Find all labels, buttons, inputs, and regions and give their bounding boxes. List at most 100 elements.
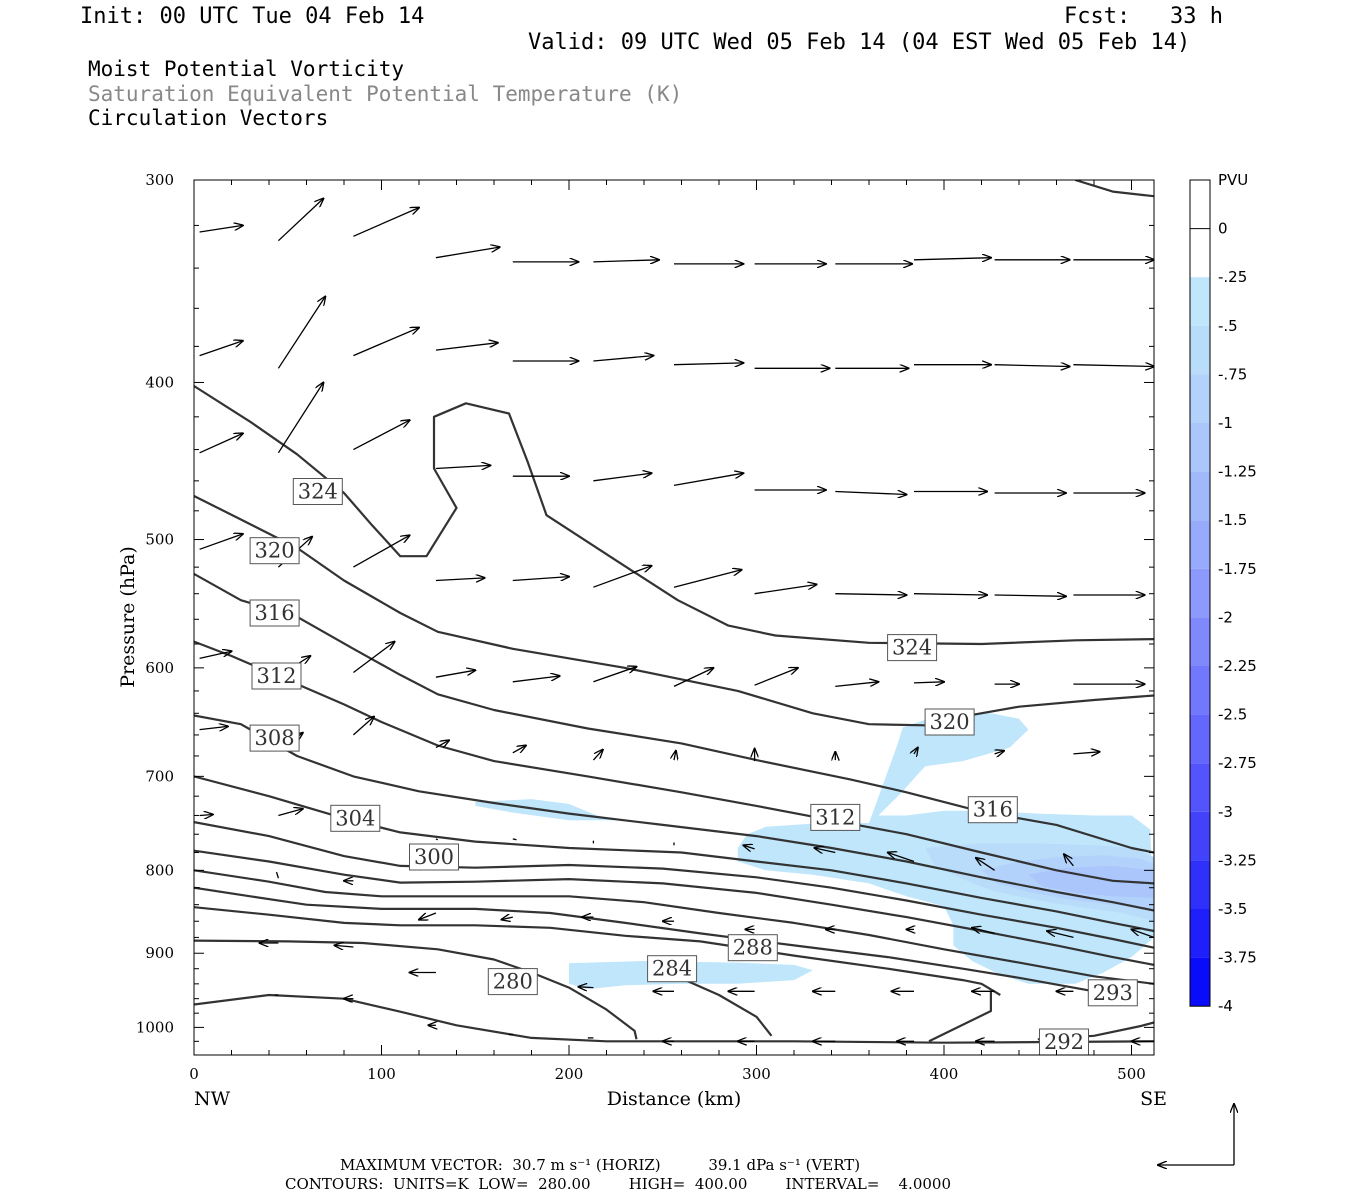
contour-label-1: 320 [249,537,300,565]
y-tick-label-300: 300 [145,171,174,189]
y-tick-label-600: 600 [145,659,174,677]
title-mpv: Moist Potential Vorticity [88,57,405,81]
vector-24 [199,433,243,454]
vector-23 [1073,365,1154,367]
vector-14 [353,328,419,357]
colorbar-swatch-3 [1190,325,1210,375]
colorbar-label-9: -2.25 [1218,657,1257,675]
colorbar-label-4: -1 [1218,414,1233,432]
vector-17 [593,356,653,362]
vector-39 [435,578,485,581]
colorbar-swatch-0 [1190,180,1210,229]
left-endpoint-label: NW [194,1088,231,1110]
vector-26 [353,420,409,451]
vector-48 [199,651,232,660]
vector-2 [353,208,419,237]
contour-280-14 [194,993,1154,1044]
contour-292-10 [194,886,1095,993]
vector-85 [275,871,280,879]
vector-9 [913,258,991,260]
colorbar-swatch-10 [1190,666,1210,715]
forecast-hour: Fcst: 33 h [1064,4,1223,29]
colorbar-label-15: -3.75 [1218,949,1257,967]
colorbar-label-11: -2.75 [1218,754,1257,772]
x-tick-label-400: 400 [930,1065,959,1083]
contour-292-15 [928,991,993,1043]
vector-94 [972,928,995,935]
contour-label-5: 304 [330,804,381,832]
vector-53 [593,667,636,683]
colorbar-swatch-2 [1190,277,1210,326]
y-tick-label-900: 900 [145,944,174,962]
contour-294-9 [194,869,1154,985]
contour-label-text-12: 320 [930,710,970,734]
vector-79 [743,845,755,849]
title-circulation: Circulation Vectors [88,106,329,130]
vector-5 [593,260,659,262]
vector-1 [277,199,323,242]
contour-label-text-5: 304 [335,806,375,830]
vector-72 [199,815,213,816]
contour-label-text-11: 316 [973,798,1013,822]
contour-label-box-2 [249,599,300,627]
vector-22 [994,365,1070,367]
colorbar-swatch-14 [1190,860,1210,909]
contour-label-text-2: 316 [255,601,295,625]
y-tick-label-400: 400 [145,373,174,391]
vector-82 [976,858,995,871]
vector-81 [888,853,915,863]
vector-46 [994,595,1066,596]
vector-27 [435,465,490,468]
contour-label-text-9: 288 [733,936,773,960]
x-axis-title: Distance (km) [607,1088,742,1110]
contour-label-box-15 [1039,1028,1089,1056]
contour-320-2 [194,495,1154,727]
colorbar-label-6: -1.5 [1218,511,1247,529]
vector-87 [419,912,437,920]
valid-time: Valid: 09 UTC Wed 05 Feb 14 (04 EST Wed … [528,30,1191,55]
vector-51 [435,670,475,678]
contour-label-3: 312 [251,662,302,690]
footer-max-vector: MAXIMUM VECTOR: 30.7 m s⁻¹ (HORIZ) 39.1 … [340,1156,861,1174]
colorbar-swatch-11 [1190,714,1210,764]
colorbar-swatch-4 [1190,374,1210,423]
contour-label-box-13 [887,634,938,662]
vector-75 [435,838,439,841]
vector-50 [353,642,394,674]
contour-300-7 [194,821,1154,949]
vector-40 [512,577,569,581]
vector-76 [512,838,517,841]
contour-label-box-1 [249,537,300,565]
x-tick-label-200: 200 [555,1065,584,1083]
vector-64 [512,746,526,753]
vector-66 [674,751,676,760]
reference-vector [1158,1104,1234,1165]
x-tick-label-0: 0 [189,1065,199,1083]
contour-288-12 [194,939,638,1040]
contour-label-11: 316 [967,796,1018,824]
contour-label-box-9 [727,934,778,962]
colorbar-label-2: -.5 [1218,317,1238,335]
vector-45 [913,594,987,595]
vector-65 [592,750,602,761]
contour-label-6: 300 [409,843,459,871]
colorbar-label-14: -3.5 [1218,900,1247,918]
contour-label-text-8: 284 [652,957,692,981]
contour-label-box-3 [251,662,302,690]
pv-colorbar: 0 -.25 -.5 -.75 -1 -1.25 -1.5 -1.75 -2 -2.25 -2.5 -… [1189,179,1257,1015]
colorbar-label-1: -.25 [1218,268,1247,286]
contour-label-box-8 [647,955,698,983]
contour-label-box-4 [249,724,300,752]
contour-label-text-6: 300 [414,845,454,869]
vector-36 [199,534,243,550]
colorbar-label-7: -1.75 [1218,560,1257,578]
vector-73 [278,809,302,817]
contour-312-4 [194,640,1154,885]
vector-55 [754,668,798,686]
x-tick-label-500: 500 [1117,1065,1146,1083]
colorbar-swatch-13 [1190,811,1210,861]
pv-shading [475,713,1154,990]
contour-label-text-4: 308 [255,726,295,750]
colorbar-swatch-16 [1190,957,1210,1007]
colorbar-label-3: -.75 [1218,365,1247,383]
